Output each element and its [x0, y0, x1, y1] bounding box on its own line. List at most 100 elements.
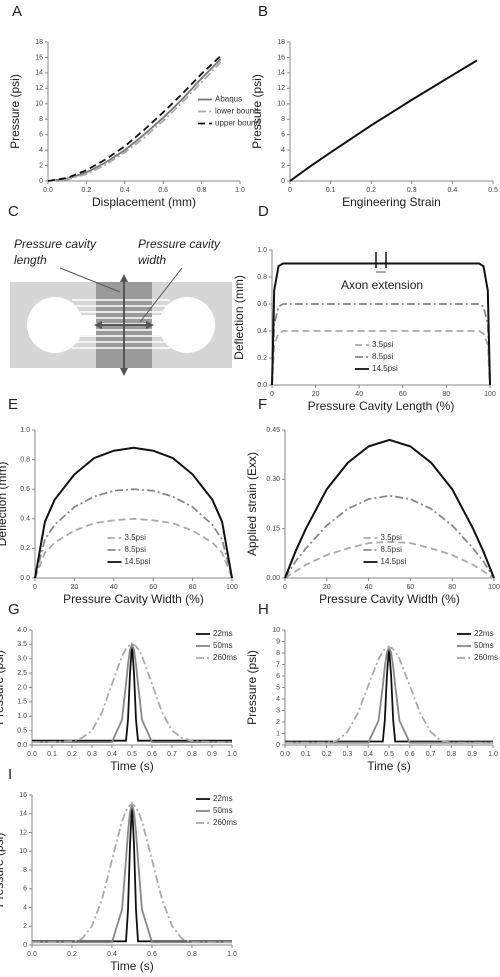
legend-label: 8.5psi — [381, 545, 403, 554]
y-tick-label: 0.6 — [20, 486, 30, 493]
x-tick-label: 0.6 — [147, 951, 157, 958]
y-tick-label: 4 — [23, 904, 27, 911]
legend-label: 50ms — [213, 806, 233, 815]
x-tick-label: 0.2 — [82, 187, 92, 194]
legend-label: 14.5psi — [125, 557, 151, 566]
legend-label: 260ms — [474, 653, 498, 662]
series-line — [32, 800, 232, 944]
x-tick-label: 0.2 — [322, 751, 332, 758]
x-tick-label: 0.7 — [426, 751, 436, 758]
y-tick-label: 8 — [39, 116, 43, 123]
legend-label: 50ms — [474, 641, 494, 650]
series-line — [32, 804, 232, 943]
y-tick-label: 8 — [23, 867, 27, 874]
y-tick-label: 5 — [276, 684, 280, 691]
y-tick-label: 2.5 — [17, 670, 27, 677]
x-tick-label: 0.1 — [47, 751, 57, 758]
x-tick-label: 0.5 — [127, 751, 137, 758]
legend-label: 3.5psi — [125, 533, 147, 542]
y-tick-label: 3.0 — [17, 656, 27, 663]
panel-label: E — [8, 396, 18, 413]
y-tick-label: 10 — [35, 101, 43, 108]
x-tick-label: 60 — [407, 584, 415, 591]
y-axis-label: Pressure (psi) — [245, 650, 259, 725]
series-line — [34, 517, 233, 579]
x-tick-label: 0.8 — [447, 751, 457, 758]
y-tick-label: 2 — [39, 162, 43, 169]
series-line — [34, 488, 233, 579]
x-tick-label: 0.1 — [326, 187, 336, 194]
x-tick-label: 40 — [355, 391, 363, 398]
y-tick-label: 18 — [277, 39, 285, 46]
x-tick-label: 1.0 — [227, 951, 237, 958]
legend-label: lower bound — [215, 107, 259, 116]
y-tick-label: 0.8 — [257, 274, 267, 281]
panel-label: G — [8, 601, 20, 618]
x-tick-label: 40 — [365, 584, 373, 591]
x-axis-label: Displacement (mm) — [92, 195, 196, 209]
legend-label: 22ms — [213, 794, 233, 803]
x-tick-label: 0.3 — [87, 751, 97, 758]
y-tick-label: 0.00 — [266, 575, 280, 582]
panel-label: C — [8, 203, 19, 220]
y-tick-label: 7 — [276, 661, 280, 668]
y-tick-label: 4 — [276, 696, 280, 703]
panel-label: D — [258, 203, 269, 220]
x-tick-label: 0.7 — [167, 751, 177, 758]
series-line — [32, 643, 232, 743]
panel-label: I — [8, 766, 12, 783]
y-axis-label: Pressure (psi) — [250, 74, 264, 149]
y-tick-label: 8 — [276, 650, 280, 657]
series-line — [32, 803, 232, 944]
x-tick-label: 0.8 — [197, 187, 207, 194]
x-tick-label: 0.6 — [405, 751, 415, 758]
y-tick-label: 14 — [277, 70, 285, 77]
x-tick-label: 0.4 — [363, 751, 373, 758]
microchannels — [72, 299, 170, 349]
y-tick-label: 2 — [23, 923, 27, 930]
x-tick-label: 40 — [110, 584, 118, 591]
y-tick-label: 10 — [19, 848, 27, 855]
y-tick-label: 6 — [281, 132, 285, 139]
x-tick-label: 0 — [33, 584, 37, 591]
x-tick-label: 0.0 — [280, 751, 290, 758]
y-tick-label: 9 — [276, 638, 280, 645]
y-axis-label: Deflection (mm) — [232, 275, 246, 360]
legend-label: 22ms — [474, 629, 494, 638]
diagram-label: Pressure cavity — [138, 237, 221, 251]
x-tick-label: 0.6 — [158, 187, 168, 194]
y-tick-label: 0.5 — [17, 727, 27, 734]
y-tick-label: 14 — [19, 811, 27, 818]
x-tick-label: 0.8 — [187, 951, 197, 958]
panel-label: A — [12, 3, 22, 20]
series-line — [289, 59, 478, 182]
y-tick-label: 0.2 — [20, 545, 30, 552]
x-tick-label: 0.1 — [301, 751, 311, 758]
x-axis-label: Pressure Cavity Width (%) — [319, 592, 460, 606]
x-tick-label: 20 — [312, 391, 320, 398]
y-axis-label: Applied strain (Exx) — [245, 452, 259, 556]
panel-label: F — [258, 396, 267, 413]
y-tick-label: 10 — [272, 627, 280, 634]
y-tick-label: 0 — [39, 178, 43, 185]
y-tick-label: 10 — [277, 101, 285, 108]
legend-label: upper bound — [215, 119, 260, 128]
panel: G 0.0 0.1 0.2 0.3 0.4 0.5 0.6 0.7 0.8 0.9 1.0 0.0 0.5… — [0, 601, 237, 773]
y-tick-label: 0 — [276, 742, 280, 749]
panel: E 0 20 40 60 80 100 0.0 0.2 0.4 0.6 0.8 1.0 Pressure … — [0, 396, 238, 606]
x-tick-label: 0.4 — [107, 951, 117, 958]
diagram-c: Pressure cavity length Pressure cavity w… — [10, 237, 232, 376]
y-tick-label: 2.0 — [17, 684, 27, 691]
x-tick-label: 60 — [149, 584, 157, 591]
series-line — [32, 641, 232, 743]
panel: F 0 20 40 60 80 100 0.00 0.15 0.30 0.45 Pressure Ca… — [245, 396, 500, 606]
x-tick-label: 0.2 — [366, 187, 376, 194]
y-tick-label: 16 — [277, 54, 285, 61]
x-tick-label: 20 — [71, 584, 79, 591]
x-tick-label: 0.9 — [467, 751, 477, 758]
x-tick-label: 80 — [448, 584, 456, 591]
y-tick-label: 4 — [39, 147, 43, 154]
legend-label: 8.5psi — [372, 352, 394, 361]
panel: D 0 20 40 60 80 100 0.0 0.2 0.4 0.6 0.8 1.0 Pressure … — [232, 203, 496, 413]
